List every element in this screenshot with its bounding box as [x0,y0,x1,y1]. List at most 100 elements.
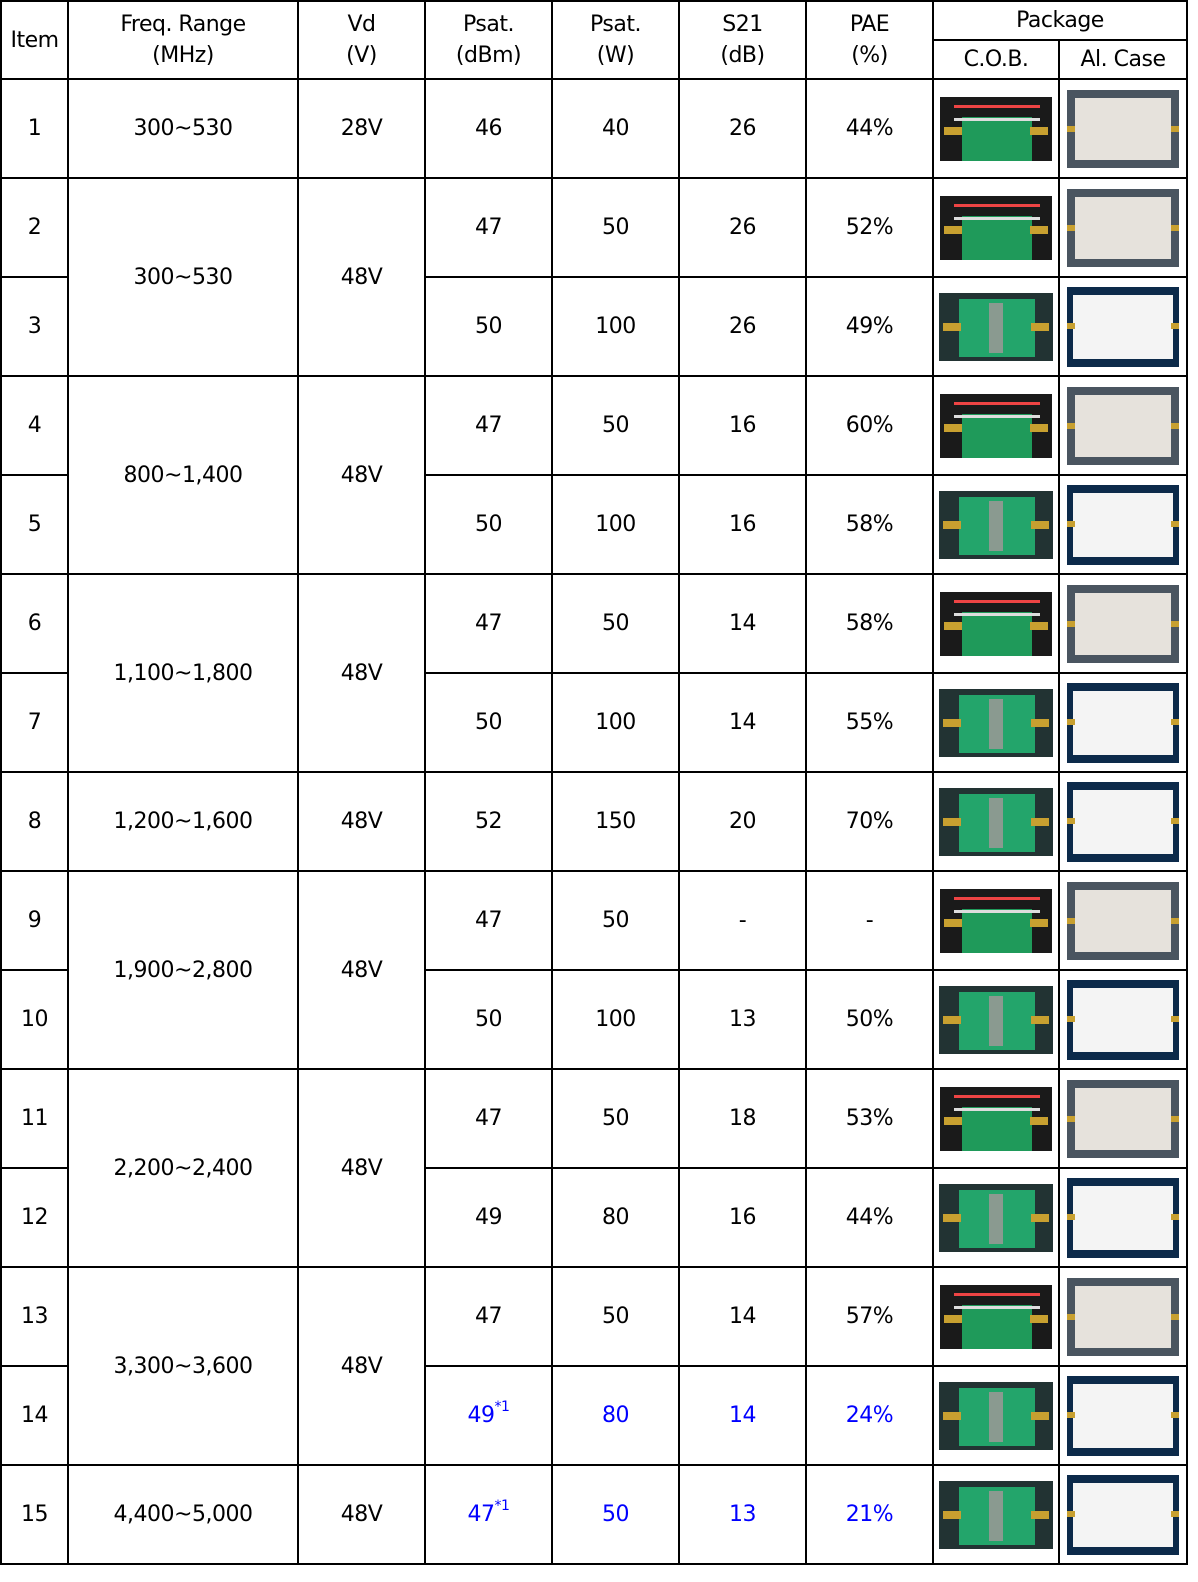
cob-board-photo [940,591,1052,656]
psat-dbm: 50 [424,276,553,377]
freq-range: 3,300~3,600 [67,1266,299,1466]
freq-range: 800~1,400 [67,375,299,575]
table-row: 6 1,100~1,800 48V 47 50 14 58% [0,573,1189,773]
pae: 44% [805,1167,934,1268]
cob-photo-cell [932,1266,1060,1367]
table-row: 7 50 100 14 55% [0,672,1189,773]
al-case-photo [1067,1079,1179,1158]
freq-range: 1,900~2,800 [67,870,299,1070]
psat-w: 150 [551,771,680,872]
item-number: 4 [0,375,69,476]
psat-dbm: 47 [424,573,553,674]
psat-w: 100 [551,672,680,773]
table-row: 3 50 100 26 49% [0,276,1189,377]
cob-photo-cell [932,1068,1060,1169]
header-al-case: Al. Case [1057,39,1189,80]
pae: 50% [805,969,934,1070]
table-row: 2 300~530 48V 47 50 26 52% [0,177,1189,377]
psat-w: 50 [551,177,680,278]
psat-dbm: 47 [424,1068,553,1169]
freq-range: 2,200~2,400 [67,1068,299,1268]
header-psat-w: Psat. (W) [551,0,680,80]
cob-photo-cell [932,969,1060,1070]
pae: 49% [805,276,934,377]
cob-photo-cell [932,78,1060,179]
s21-gain: 16 [678,1167,807,1268]
vd-voltage: 48V [297,375,426,575]
cob-photo-cell [932,474,1060,575]
cob-board-photo [940,1284,1052,1349]
freq-range: 1,100~1,800 [67,573,299,773]
freq-range: 1,200~1,600 [67,771,299,872]
cob-photo-cell [932,1365,1060,1466]
al-case-photo [1067,881,1179,960]
table-row: 9 1,900~2,800 48V 47 50- - [0,870,1189,1070]
table-row: 8 1,200~1,600 48V 52 150 20 70% [0,771,1189,872]
item-number: 11 [0,1068,69,1169]
psat-dbm: 47 [424,177,553,278]
footnote-mark: *1 [494,1498,510,1514]
cob-board-photo [940,393,1052,458]
al-case-photo-cell [1057,672,1189,773]
cob-board-photo [939,787,1053,856]
psat-w: 50 [551,375,680,476]
item-number: 8 [0,771,69,872]
al-case-photo [1067,286,1179,367]
al-case-photo [1067,584,1179,663]
s21-gain: 14 [678,1365,807,1466]
cob-board-photo [939,985,1053,1054]
header-cob: C.O.B. [932,39,1060,80]
cob-board-photo [939,1381,1053,1450]
item-number: 5 [0,474,69,575]
pae: 57% [805,1266,934,1367]
al-case-photo-cell [1057,276,1189,377]
al-case-photo-cell [1057,474,1189,575]
cob-board-photo [939,1480,1053,1549]
psat-dbm: 47 [424,1266,553,1367]
psat-w: 100 [551,276,680,377]
table-row: 1 300~530 28V 46 40 26 44% [0,78,1189,179]
pae: 24% [805,1365,934,1466]
cob-photo-cell [932,276,1060,377]
psat-dbm: 47 [424,375,553,476]
psat-dbm: 52 [424,771,553,872]
vd-voltage: 28V [297,78,426,179]
table-row: 10 50 100 13 50% [0,969,1189,1070]
vd-voltage: 48V [297,1464,426,1565]
al-case-photo-cell [1057,771,1189,872]
cob-photo-cell [932,1167,1060,1268]
table-row: 4 800~1,400 48V 47 50 16 60% [0,375,1189,575]
psat-dbm: 49*1 [424,1365,553,1466]
s21-gain: 26 [678,177,807,278]
s21-gain: 13 [678,1464,807,1565]
psat-dbm: 50 [424,474,553,575]
al-case-photo [1067,484,1179,565]
freq-range: 300~530 [67,78,299,179]
al-case-photo [1067,781,1179,862]
vd-voltage: 48V [297,870,426,1070]
item-number: 12 [0,1167,69,1268]
cob-board-photo [940,195,1052,260]
psat-w: 80 [551,1365,680,1466]
al-case-photo [1067,188,1179,267]
pae: - [805,870,934,971]
psat-dbm: 50 [424,672,553,773]
psat-dbm: 50 [424,969,553,1070]
cob-photo-cell [932,1464,1060,1565]
s21-gain: 14 [678,672,807,773]
header-freq-range: Freq. Range (MHz) [67,0,299,80]
al-case-photo [1067,979,1179,1060]
al-case-photo [1067,386,1179,465]
cob-board-photo [940,1086,1052,1151]
header-s21: S21 (dB) [678,0,807,80]
al-case-photo [1067,1177,1179,1258]
psat-w: 100 [551,474,680,575]
vd-voltage: 48V [297,771,426,872]
pae: 52% [805,177,934,278]
cob-board-photo [939,292,1053,361]
table-row: 13 3,300~3,600 48V 47 50 14 57% [0,1266,1189,1466]
pae: 21% [805,1464,934,1565]
item-number: 6 [0,573,69,674]
item-number: 9 [0,870,69,971]
psat-w: 50 [551,573,680,674]
